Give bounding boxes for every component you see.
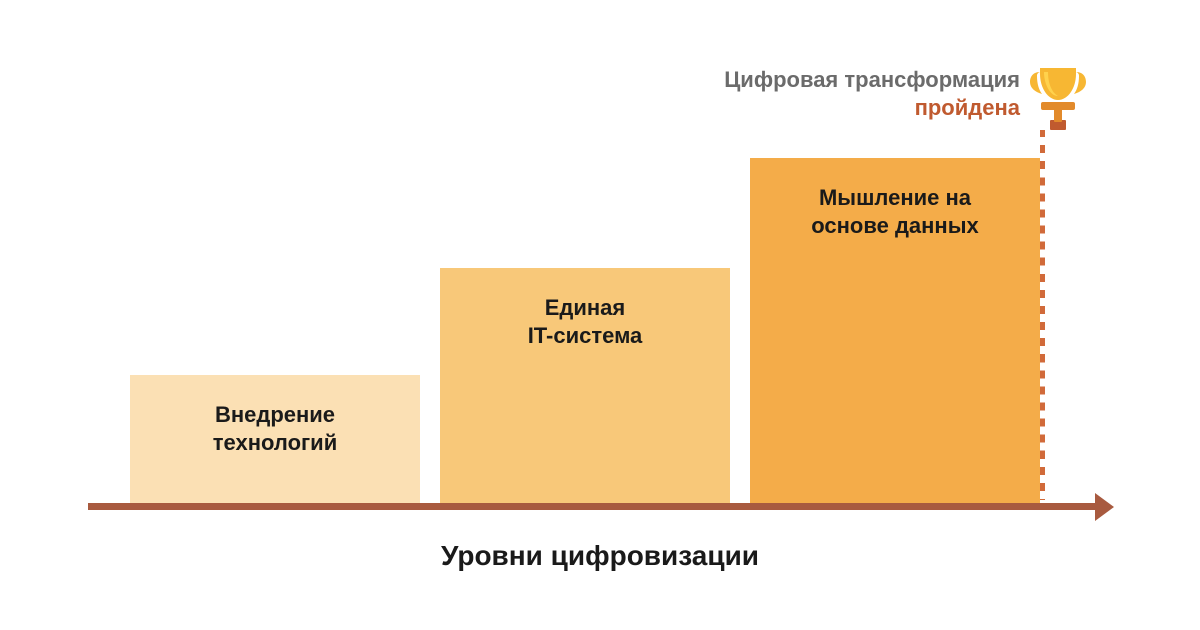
chart-stage: Внедрениетехнологий ЕдинаяIT-система Мыш… (0, 0, 1200, 630)
bar-label: Мышление наоснове данных (811, 184, 979, 239)
callout-line-2: пройдена (700, 94, 1020, 122)
bar-level-1: Внедрениетехнологий (130, 375, 420, 503)
x-axis-arrowhead-icon (1095, 493, 1114, 521)
bar-level-3: Мышление наоснове данных (750, 158, 1040, 503)
x-axis-label: Уровни цифровизации (360, 540, 840, 572)
goal-dashed-line (1040, 130, 1045, 500)
bar-level-2: ЕдинаяIT-система (440, 268, 730, 503)
x-axis (88, 503, 1095, 510)
trophy-icon (1028, 62, 1088, 137)
bar-label: Внедрениетехнологий (213, 401, 337, 456)
callout-line-1: Цифровая трансформация (700, 66, 1020, 94)
goal-callout: Цифровая трансформация пройдена (700, 66, 1020, 121)
bar-label: ЕдинаяIT-система (528, 294, 643, 349)
